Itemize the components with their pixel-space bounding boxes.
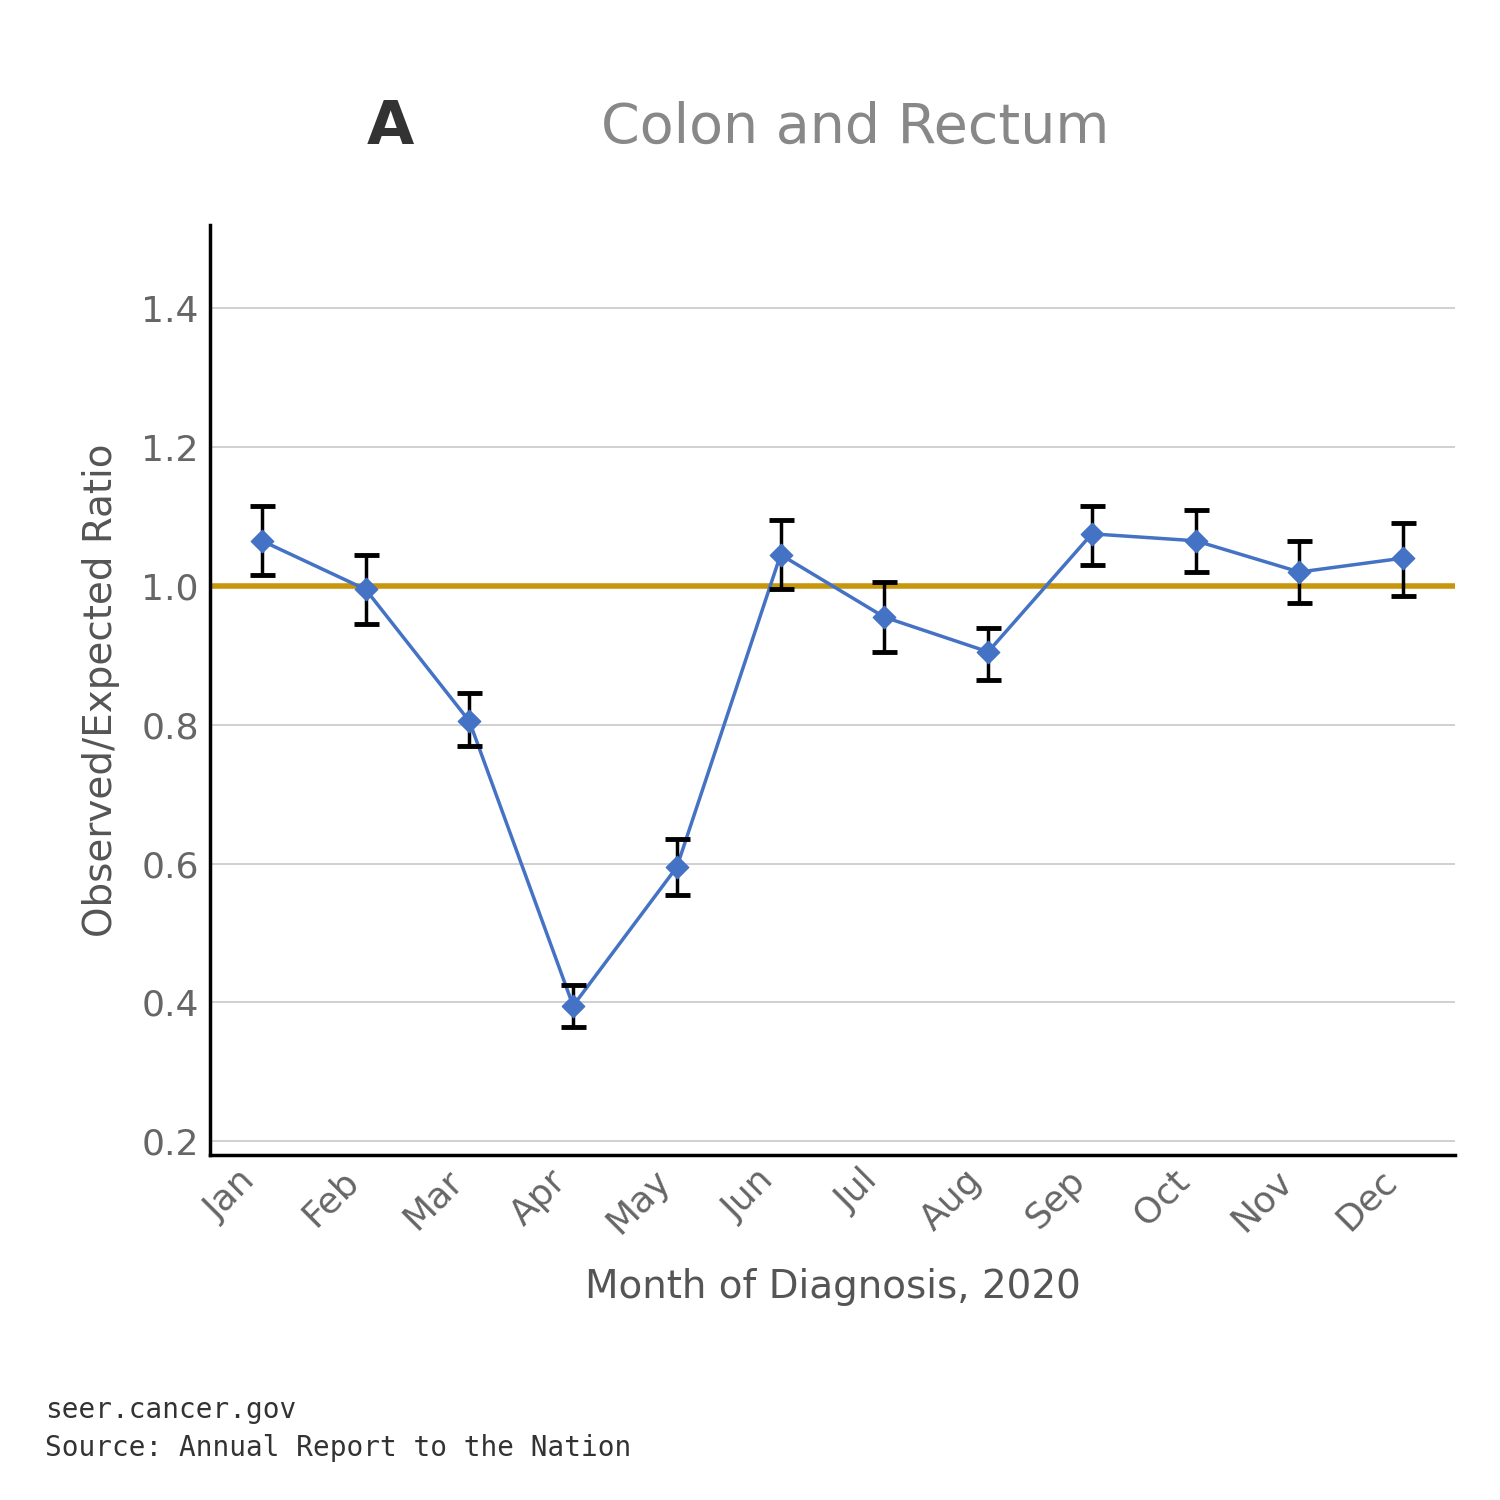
- Point: [1390, 546, 1414, 570]
- Point: [873, 604, 897, 628]
- Point: [1184, 530, 1208, 554]
- Text: seer.cancer.gov
Source: Annual Report to the Nation: seer.cancer.gov Source: Annual Report to…: [45, 1395, 632, 1462]
- Point: [458, 710, 482, 734]
- Point: [354, 578, 378, 602]
- Y-axis label: Observed/Expected Ratio: Observed/Expected Ratio: [82, 444, 120, 936]
- Point: [251, 530, 274, 554]
- Point: [768, 543, 792, 567]
- X-axis label: Month of Diagnosis, 2020: Month of Diagnosis, 2020: [585, 1268, 1080, 1306]
- Point: [561, 994, 585, 1018]
- Point: [976, 640, 1000, 664]
- Text: A: A: [366, 98, 414, 158]
- Point: [1080, 522, 1104, 546]
- Point: [664, 855, 688, 879]
- Text: Colon and Rectum: Colon and Rectum: [602, 100, 1108, 154]
- Point: [1287, 560, 1311, 584]
